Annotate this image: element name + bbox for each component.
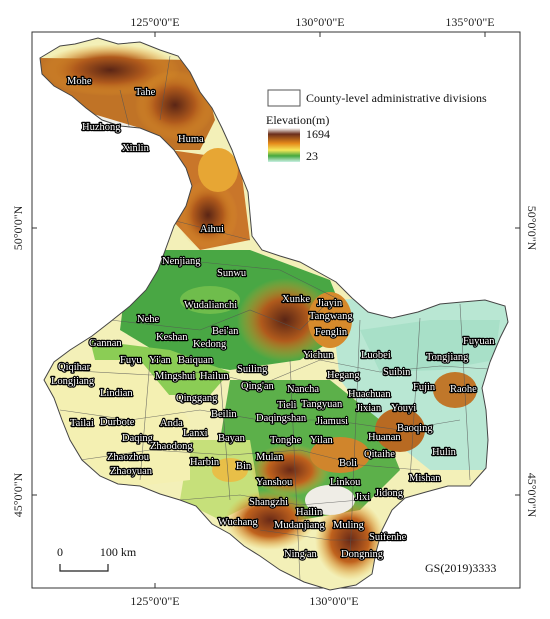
- place-label: Mingshui: [155, 371, 195, 382]
- place-label: Linkou: [330, 477, 361, 488]
- place-label: Suiling: [237, 364, 268, 375]
- place-label: Yilan: [310, 435, 333, 446]
- place-label: Jixian: [356, 403, 382, 414]
- place-label: Jiayin: [317, 298, 343, 309]
- place-label: Mudanjiang: [274, 520, 325, 531]
- lon-label-top-3: 135°0'0"E: [445, 15, 494, 29]
- place-label: Boli: [339, 458, 357, 469]
- place-label: Luobei: [361, 350, 391, 361]
- boundary-legend-swatch: [268, 90, 300, 106]
- place-label: Tailai: [70, 418, 94, 429]
- place-label: Zhaodong: [150, 441, 193, 452]
- place-label: Anda: [160, 418, 183, 429]
- place-label: Daqing: [122, 433, 154, 444]
- place-label: Youyi: [391, 403, 416, 414]
- scale-bar-end-label: 100 km: [100, 545, 137, 559]
- place-label: Qing'an: [241, 381, 275, 392]
- place-label: Lindian: [100, 388, 133, 399]
- place-label: Jiamusi: [316, 416, 348, 427]
- elevation-legend-title: Elevation(m): [266, 113, 329, 127]
- place-label: Muling: [333, 520, 365, 531]
- place-label: Baoqing: [397, 423, 433, 434]
- place-label: Sunwu: [217, 268, 247, 279]
- place-label: Jidong: [375, 488, 404, 499]
- place-label: Hailun: [200, 371, 229, 382]
- elevation-max-label: 1694: [306, 127, 330, 141]
- lat-label-right-1: 50°0'0"N: [525, 206, 539, 251]
- place-label: Tonghe: [270, 435, 302, 446]
- place-label: Harbin: [190, 457, 220, 468]
- lat-label-right-2: 45°0'0"N: [525, 473, 539, 518]
- place-label: Mohe: [67, 76, 92, 87]
- place-label: Nancha: [287, 384, 319, 395]
- place-label: Tangwang: [309, 311, 353, 322]
- place-label: Huanan: [368, 432, 401, 443]
- place-label: Bin: [236, 461, 252, 472]
- place-label: Bei'an: [212, 326, 239, 337]
- place-label: Qiqihar: [58, 362, 91, 373]
- map-credit: GS(2019)3333: [425, 561, 496, 575]
- place-label: Dongning: [341, 549, 384, 560]
- place-label: Mulan: [256, 452, 284, 463]
- place-label: Jixi: [355, 492, 370, 503]
- lat-label-left-1: 50°0'0"N: [11, 205, 25, 250]
- place-label: Bayan: [218, 433, 246, 444]
- place-label: Suibin: [383, 367, 411, 378]
- place-label: Mishan: [409, 473, 441, 484]
- place-label: Durbote: [100, 417, 135, 428]
- place-label: Hegang: [327, 370, 360, 381]
- place-label: Tahe: [135, 87, 156, 98]
- place-label: Ning'an: [284, 549, 318, 560]
- place-label: Wudalianchi: [184, 300, 237, 311]
- place-label: Fuyu: [120, 355, 142, 366]
- place-label: Shangzhi: [249, 497, 288, 508]
- place-label: Baiquan: [178, 355, 214, 366]
- place-label: Tieli: [277, 400, 297, 411]
- place-label: Nenjiang: [162, 256, 201, 267]
- place-label: Kedong: [193, 339, 227, 350]
- place-label: Aihui: [200, 224, 224, 235]
- lat-label-left-2: 45°0'0"N: [11, 472, 25, 517]
- place-label: Zhaoyuan: [110, 466, 153, 477]
- lon-label-top-2: 130°0'0"E: [295, 15, 344, 29]
- place-label: Qinggang: [176, 393, 218, 404]
- boundary-legend-label: County-level administrative divisions: [306, 91, 487, 105]
- elevation-color-ramp: [268, 128, 300, 162]
- place-label: Lanxi: [183, 428, 208, 439]
- place-label: Fenglin: [315, 327, 348, 338]
- place-label: Tangyuan: [301, 399, 343, 410]
- lon-label-bottom-1: 125°0'0"E: [130, 594, 179, 608]
- place-label: Gannan: [89, 338, 122, 349]
- place-label: Tongjiang: [426, 352, 469, 363]
- place-label: Yi'an: [149, 355, 171, 366]
- place-label: Longjiang: [51, 376, 95, 387]
- place-label: Nehe: [137, 314, 159, 325]
- place-label: Hulin: [432, 447, 457, 458]
- place-label: Xinlin: [122, 143, 150, 154]
- place-label: Xunke: [282, 294, 310, 305]
- lon-label-bottom-2: 130°0'0"E: [309, 594, 358, 608]
- place-label: Raohe: [450, 384, 477, 395]
- place-label: Huachuan: [348, 389, 391, 400]
- elevation-min-label: 23: [306, 149, 318, 163]
- place-label: Huma: [178, 134, 204, 145]
- place-label: Daqingshan: [256, 413, 307, 424]
- place-label: Wuchang: [218, 517, 259, 528]
- place-label: Suifenhe: [369, 532, 407, 543]
- place-label: Fuyuan: [463, 336, 495, 347]
- scale-bar-start-label: 0: [57, 545, 63, 559]
- place-label: Qitaihe: [364, 449, 395, 460]
- place-label: Beilin: [211, 409, 237, 420]
- place-label: Zhaozhou: [107, 452, 150, 463]
- lon-label-top-1: 125°0'0"E: [130, 15, 179, 29]
- place-label: Yichun: [303, 350, 334, 361]
- place-label: Hailin: [296, 507, 323, 518]
- place-label: Fujin: [413, 382, 436, 393]
- place-label: Huzhong: [82, 122, 121, 133]
- place-label: Keshan: [156, 332, 188, 343]
- place-label: Yanshou: [256, 477, 293, 488]
